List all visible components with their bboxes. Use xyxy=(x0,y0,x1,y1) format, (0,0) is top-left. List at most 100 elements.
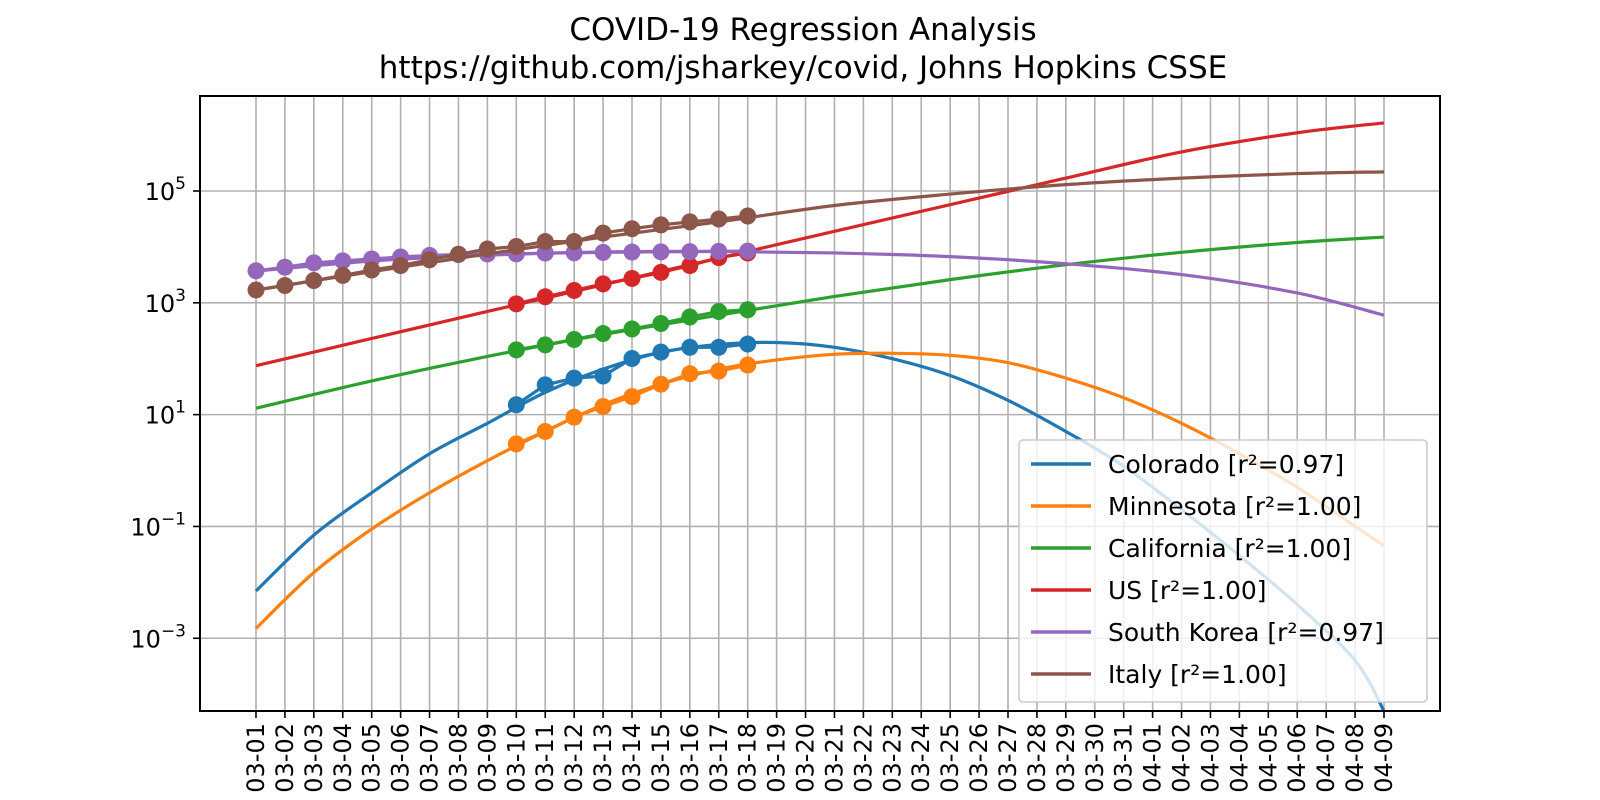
x-tick-label: 03-25 xyxy=(936,723,964,793)
legend-label: California [r²=1.00] xyxy=(1108,534,1351,563)
data-point xyxy=(594,243,612,261)
x-tick-label: 03-30 xyxy=(1081,723,1109,793)
data-point xyxy=(623,220,641,238)
series-group xyxy=(247,242,1385,317)
x-tick-label: 03-12 xyxy=(560,723,588,793)
x-tick-label: 03-16 xyxy=(676,723,704,793)
y-axis: 10−3 10−1 101 103 105 xyxy=(130,174,200,653)
data-point xyxy=(334,252,352,270)
data-point xyxy=(594,275,612,293)
x-axis: 03-01 03-02 03-03 03-04 03-05 03-06 03-07 03-08… xyxy=(242,711,1398,793)
x-tick-label: 04-09 xyxy=(1370,723,1398,793)
x-tick-label: 03-22 xyxy=(849,723,877,793)
x-tick-label: 03-01 xyxy=(242,723,270,793)
data-point xyxy=(276,258,294,276)
data-point xyxy=(710,362,728,380)
data-point xyxy=(739,207,757,225)
data-point xyxy=(652,243,670,261)
data-point xyxy=(652,375,670,393)
data-point xyxy=(247,281,265,299)
data-point xyxy=(681,365,699,383)
data-point xyxy=(710,303,728,321)
series-group xyxy=(255,121,1385,368)
chart-subtitle: https://github.com/jsharkey/covid, Johns… xyxy=(379,50,1227,86)
x-tick-label: 03-07 xyxy=(416,723,444,793)
y-tick-label: 105 xyxy=(145,174,186,206)
x-tick-label: 03-23 xyxy=(878,723,906,793)
data-point xyxy=(536,336,554,354)
data-point xyxy=(652,216,670,234)
data-point xyxy=(305,272,323,290)
x-tick-label: 03-19 xyxy=(763,723,791,793)
x-tick-label: 03-14 xyxy=(618,723,646,793)
x-tick-label: 03-24 xyxy=(907,723,935,793)
x-tick-label: 03-02 xyxy=(271,723,299,793)
data-point xyxy=(392,257,410,275)
data-point xyxy=(478,240,496,258)
data-point xyxy=(536,422,554,440)
x-tick-label: 04-08 xyxy=(1341,723,1369,793)
data-point xyxy=(507,341,525,359)
data-point xyxy=(363,261,381,279)
data-point xyxy=(739,242,757,260)
data-point xyxy=(421,251,439,269)
data-point xyxy=(623,320,641,338)
fit-line xyxy=(255,121,1385,368)
x-tick-label: 03-06 xyxy=(387,723,415,793)
data-point xyxy=(594,367,612,385)
data-point xyxy=(565,233,583,251)
legend: Colorado [r²=0.97] Minnesota [r²=1.00] Cal… xyxy=(1018,439,1428,703)
x-tick-label: 03-09 xyxy=(473,723,501,793)
legend-label: Minnesota [r²=1.00] xyxy=(1108,492,1361,521)
legend-label: Colorado [r²=0.97] xyxy=(1108,450,1344,479)
x-tick-label: 04-01 xyxy=(1139,723,1167,793)
x-tick-label: 03-21 xyxy=(820,723,848,793)
plot-area-frame xyxy=(199,95,1441,712)
data-point xyxy=(739,356,757,374)
x-tick-label: 03-04 xyxy=(329,723,357,793)
data-point xyxy=(565,408,583,426)
x-tick-label: 03-31 xyxy=(1110,723,1138,793)
x-tick-label: 03-17 xyxy=(705,723,733,793)
data-point xyxy=(594,325,612,343)
data-point xyxy=(681,213,699,231)
x-tick-label: 04-05 xyxy=(1254,723,1282,793)
legend-label: South Korea [r²=0.97] xyxy=(1108,618,1384,647)
data-point xyxy=(565,281,583,299)
x-tick-label: 04-02 xyxy=(1168,723,1196,793)
data-point xyxy=(623,269,641,287)
y-tick-label: 10−3 xyxy=(130,621,186,653)
data-point xyxy=(623,349,641,367)
data-point xyxy=(710,242,728,260)
data-point xyxy=(276,277,294,295)
x-tick-label: 03-10 xyxy=(502,723,530,793)
data-point xyxy=(681,308,699,326)
data-point xyxy=(247,262,265,280)
data-point xyxy=(652,315,670,333)
data-point xyxy=(594,224,612,242)
fit-line xyxy=(255,235,1385,410)
x-tick-label: 03-15 xyxy=(647,723,675,793)
data-point xyxy=(623,388,641,406)
data-point xyxy=(652,343,670,361)
series-group xyxy=(247,170,1385,299)
x-tick-label: 04-06 xyxy=(1283,723,1311,793)
data-point xyxy=(594,397,612,415)
x-tick-label: 03-03 xyxy=(300,723,328,793)
y-tick-label: 101 xyxy=(145,398,186,430)
x-tick-label: 03-05 xyxy=(358,723,386,793)
data-point xyxy=(507,295,525,313)
data-point xyxy=(623,243,641,261)
legend-label: US [r²=1.00] xyxy=(1108,576,1267,605)
data-point xyxy=(681,338,699,356)
data-point xyxy=(739,301,757,319)
x-tick-label: 04-03 xyxy=(1196,723,1224,793)
data-point xyxy=(681,243,699,261)
data-point xyxy=(565,330,583,348)
x-tick-label: 03-13 xyxy=(589,723,617,793)
data-point xyxy=(710,210,728,228)
x-tick-label: 04-04 xyxy=(1225,723,1253,793)
data-point xyxy=(710,338,728,356)
x-tick-label: 03-26 xyxy=(965,723,993,793)
